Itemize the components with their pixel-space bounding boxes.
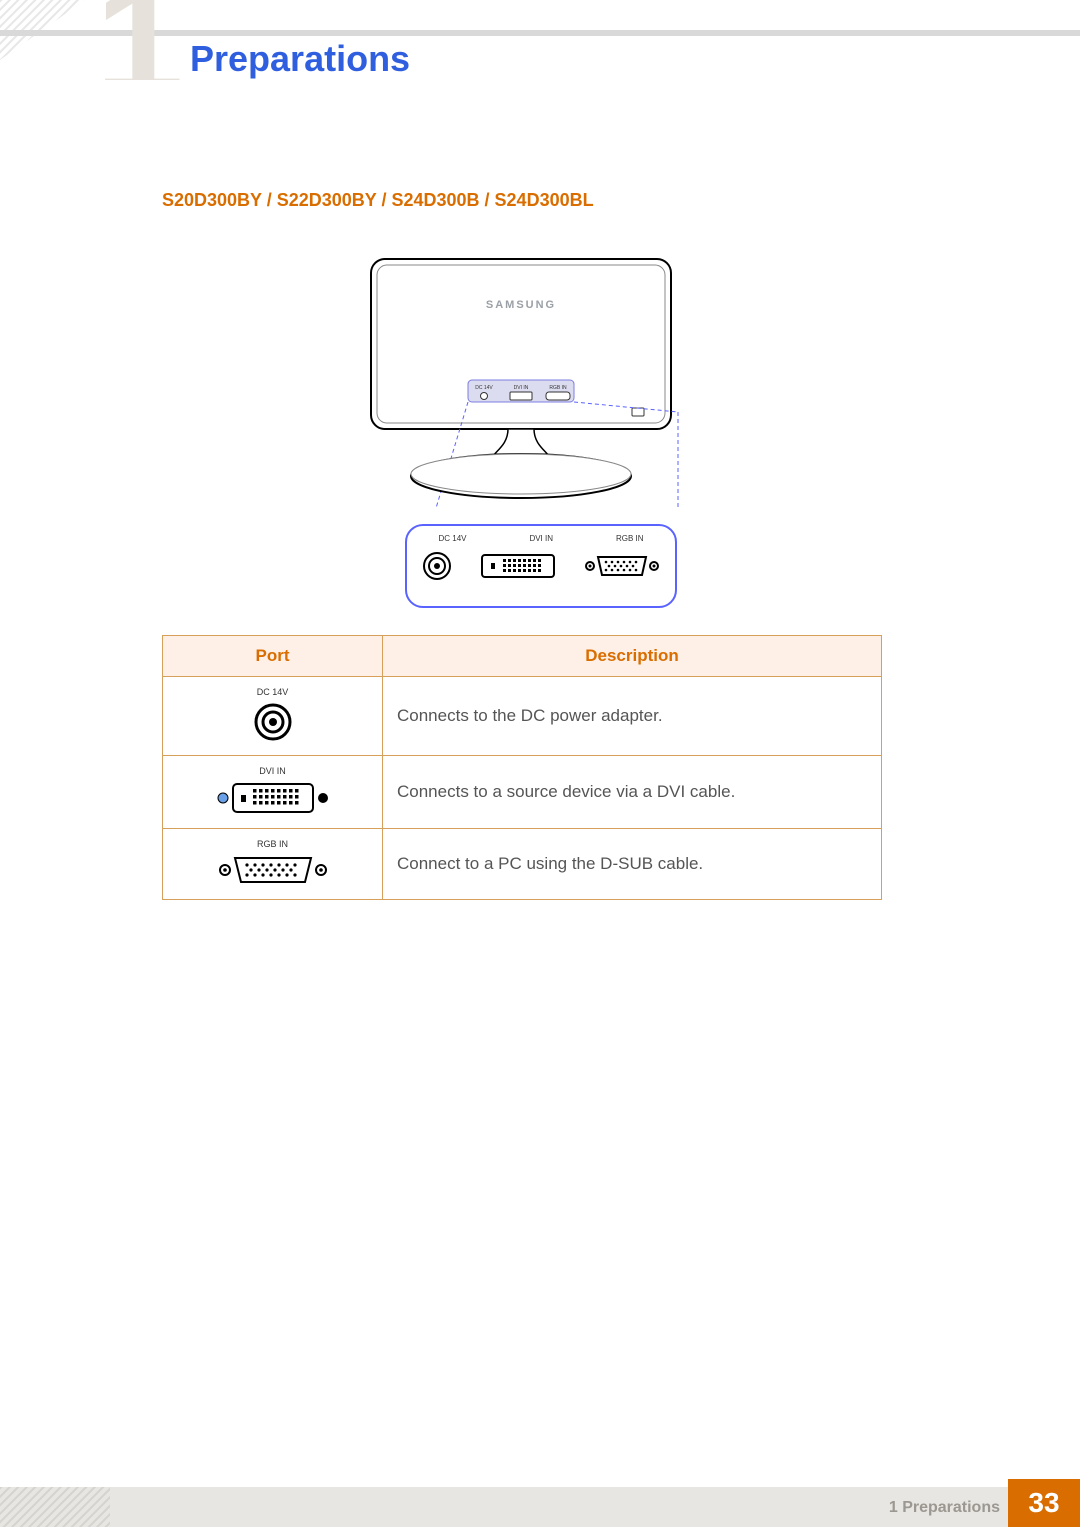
port-description: Connect to a PC using the D-SUB cable. [383,829,882,900]
svg-text:DC 14V: DC 14V [475,385,493,391]
port-label-rgb: RGB IN [616,534,644,543]
page-footer: 1 Preparations 33 [0,1479,1080,1527]
dc-jack-icon [252,701,294,745]
models-heading: S20D300BY / S22D300BY / S24D300B / S24D3… [162,190,594,211]
footer-hatch-decoration [0,1487,110,1527]
chapter-title: Preparations [190,38,410,80]
footer-breadcrumb: 1 Preparations [889,1499,1000,1517]
monitor-rear-diagram: SAMSUNG DC 14V DVI IN RGB IN [370,258,712,508]
port-label: DC 14V [257,687,289,697]
port-callout-panel: DC 14V DVI IN RGB IN [405,524,677,608]
column-header-description: Description [383,636,882,677]
port-label-dc: DC 14V [438,534,466,543]
port-label: DVI IN [259,766,286,776]
dvi-port-icon [213,780,333,818]
svg-text:DVI IN: DVI IN [514,385,529,391]
table-row: DC 14V Connects to the DC power adapter. [163,677,882,756]
port-label: RGB IN [257,839,288,849]
port-label-dvi: DVI IN [529,534,553,543]
port-description: Connects to the DC power adapter. [383,677,882,756]
column-header-port: Port [163,636,383,677]
page-number: 33 [1008,1479,1080,1527]
dvi-port-icon [481,551,555,586]
dc-jack-icon [420,549,454,588]
vga-port-icon [582,551,662,586]
vga-port-icon [213,853,333,889]
brand-label: SAMSUNG [486,299,556,311]
svg-text:RGB IN: RGB IN [549,385,567,391]
table-row: RGB IN [163,829,882,900]
port-description: Connects to a source device via a DVI ca… [383,756,882,829]
ports-table: Port Description DC 14V Connects to the … [162,635,882,900]
table-row: DVI IN [163,756,882,829]
